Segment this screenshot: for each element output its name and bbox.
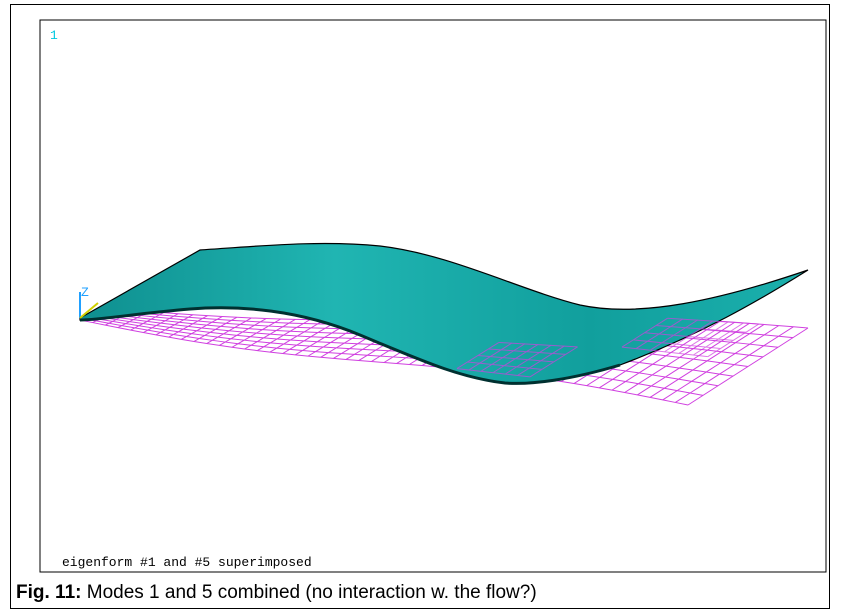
caption: Fig. 11: Modes 1 and 5 combined (no inte…: [16, 582, 537, 604]
fem-plot: 1 Z eigenform #1 and #5 superimposed: [0, 0, 842, 580]
viewport-number: 1: [50, 28, 58, 43]
caption-text: Modes 1 and 5 combined (no interaction w…: [87, 582, 537, 603]
axis-label: Z: [81, 285, 89, 300]
caption-label: Fig. 11:: [16, 582, 81, 603]
annotation: eigenform #1 and #5 superimposed: [62, 555, 312, 570]
page: 1 Z eigenform #1 and #5 superimposed Fig…: [0, 0, 842, 615]
